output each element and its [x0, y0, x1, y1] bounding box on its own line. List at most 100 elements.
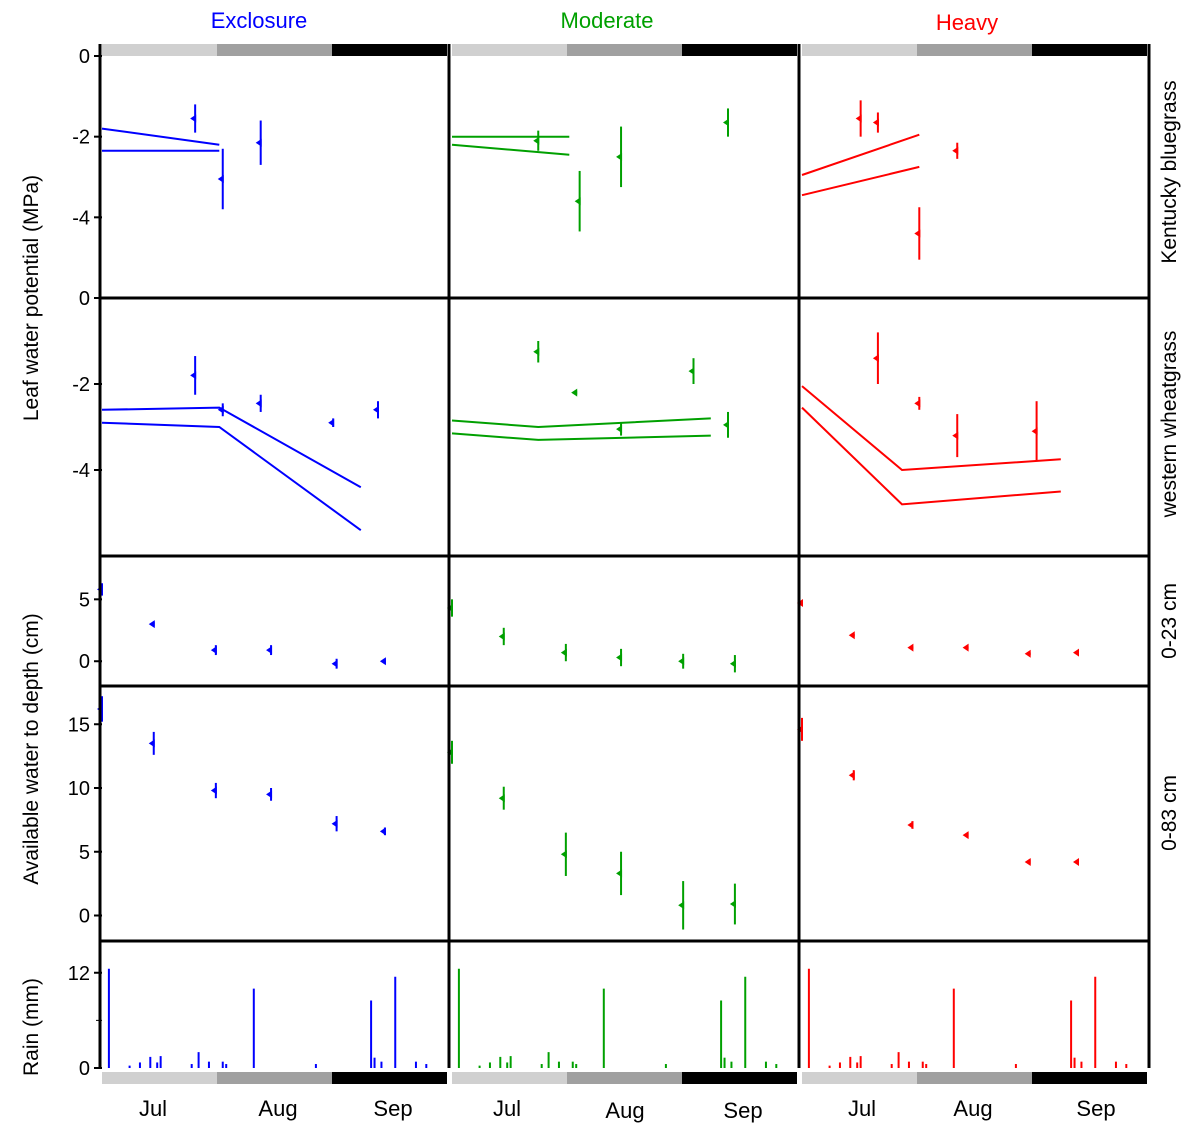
- point-marker: [914, 229, 921, 238]
- point-marker: [266, 646, 273, 655]
- point-marker: [962, 831, 969, 840]
- point-marker: [331, 659, 338, 668]
- data-point-heavy: [914, 207, 921, 260]
- fit-line-heavy: [801, 406, 1061, 506]
- point-marker: [190, 371, 197, 380]
- data-point-moderate: [616, 422, 623, 436]
- treatment-title-heavy: Heavy: [936, 10, 998, 35]
- panel-grid-lines: [98, 44, 1151, 1068]
- data-point-exclosure: [373, 401, 379, 419]
- period-band-top: [452, 44, 567, 56]
- period-band-bottom: [682, 1072, 797, 1084]
- point-marker: [217, 175, 224, 184]
- point-marker: [210, 786, 217, 795]
- fit-line-heavy: [801, 133, 920, 176]
- data-point-moderate: [498, 786, 505, 810]
- data-point-moderate: [678, 881, 685, 930]
- month-label-jul: Jul: [493, 1096, 521, 1121]
- data-point-heavy: [914, 396, 921, 410]
- fit-line-exclosure: [101, 406, 362, 489]
- y-axis-label-available-water: Available water to depth (cm): [20, 613, 43, 885]
- data-point-heavy: [952, 414, 959, 458]
- data-point-moderate: [533, 130, 540, 151]
- point-marker: [914, 399, 921, 408]
- data-point-heavy: [962, 831, 969, 840]
- data-point-exclosure: [190, 356, 197, 395]
- point-marker: [560, 850, 567, 859]
- row-label-0-23-cm: 0-23 cm: [1158, 583, 1181, 659]
- data-point-moderate: [571, 388, 578, 397]
- point-marker: [574, 197, 581, 206]
- period-band-top: [802, 44, 917, 56]
- point-marker: [498, 632, 505, 641]
- treatment-title-exclosure: Exclosure: [211, 8, 308, 33]
- point-marker: [1024, 649, 1031, 658]
- point-marker: [1073, 648, 1079, 657]
- point-marker: [255, 399, 262, 408]
- point-marker: [616, 152, 623, 161]
- point-marker: [616, 653, 623, 662]
- row-label-western-wheatgrass: western wheatgrass: [1158, 331, 1181, 519]
- fit-line-exclosure: [101, 127, 220, 146]
- data-point-exclosure: [190, 104, 197, 133]
- data-point-moderate: [729, 883, 736, 925]
- fit-line-exclosure: [101, 421, 362, 532]
- y-axis-label-leaf-water: Leaf water potential (MPa): [20, 175, 43, 421]
- point-marker: [678, 657, 685, 666]
- data-marks: [97, 100, 1128, 1068]
- month-label-aug: Aug: [258, 1096, 297, 1121]
- data-point-exclosure: [255, 394, 262, 412]
- point-marker: [688, 367, 695, 376]
- y-tick-label: -4: [72, 207, 90, 229]
- month-label-sep: Sep: [1076, 1096, 1115, 1121]
- data-point-exclosure: [217, 148, 224, 210]
- point-marker: [210, 646, 217, 655]
- period-band-bottom: [102, 1072, 217, 1084]
- data-point-moderate: [723, 411, 729, 438]
- data-point-moderate: [498, 627, 505, 646]
- point-marker: [373, 405, 379, 414]
- point-marker: [952, 146, 959, 155]
- data-point-heavy: [848, 631, 855, 640]
- point-marker: [1073, 857, 1079, 866]
- data-point-moderate: [688, 358, 695, 384]
- point-marker: [331, 819, 338, 828]
- y-tick-label: 10: [68, 778, 90, 800]
- fit-line-heavy: [801, 385, 1061, 472]
- period-band-bottom: [917, 1072, 1032, 1084]
- y-tick-label: 0: [79, 288, 90, 310]
- point-marker: [255, 138, 262, 147]
- data-point-heavy: [1024, 857, 1031, 866]
- data-point-heavy: [952, 142, 959, 159]
- point-marker: [560, 648, 567, 657]
- month-label-aug: Aug: [605, 1098, 644, 1123]
- data-point-moderate: [560, 832, 567, 876]
- month-label-jul: Jul: [139, 1096, 167, 1121]
- y-tick-label: -4: [72, 460, 90, 482]
- period-band-bottom: [217, 1072, 332, 1084]
- data-point-exclosure: [266, 788, 273, 801]
- data-point-heavy: [907, 643, 914, 652]
- data-point-moderate: [616, 126, 623, 188]
- data-point-heavy: [1031, 401, 1038, 462]
- month-label-aug: Aug: [953, 1096, 992, 1121]
- data-point-moderate: [729, 655, 736, 673]
- data-point-moderate: [560, 643, 567, 662]
- data-point-heavy: [907, 820, 914, 829]
- point-marker: [1031, 427, 1038, 436]
- data-point-exclosure: [266, 645, 273, 656]
- y-tick-label: 15: [68, 714, 90, 736]
- point-marker: [498, 794, 505, 803]
- point-marker: [678, 901, 685, 910]
- point-marker: [190, 114, 197, 123]
- row-label-kentucky-bluegrass: Kentucky bluegrass: [1158, 80, 1181, 263]
- point-marker: [571, 388, 578, 397]
- data-point-heavy: [848, 770, 855, 781]
- data-point-exclosure: [379, 657, 386, 666]
- period-bands: [102, 44, 1147, 1084]
- period-band-top: [217, 44, 332, 56]
- y-tick-label: 0: [79, 46, 90, 68]
- data-point-moderate: [533, 341, 540, 363]
- point-marker: [848, 771, 855, 780]
- period-band-top: [567, 44, 682, 56]
